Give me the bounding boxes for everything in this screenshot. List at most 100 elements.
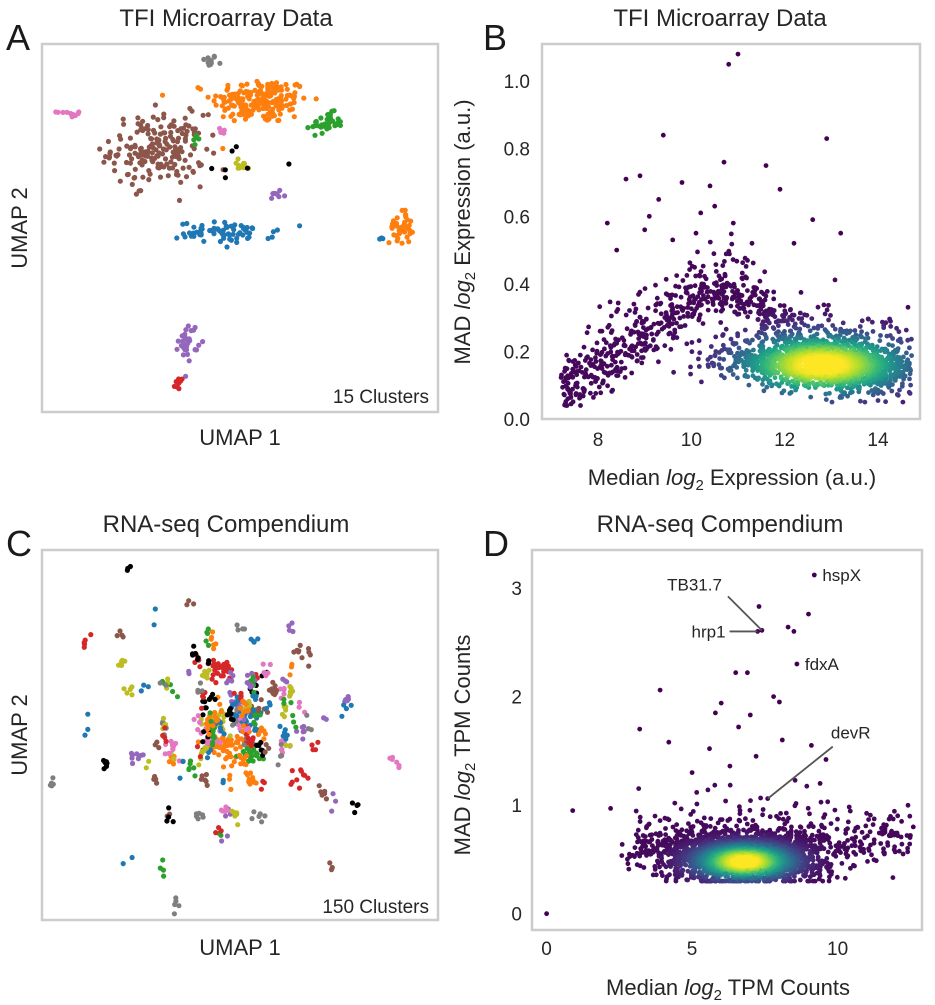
- density-point: [752, 292, 758, 298]
- umap-point: [145, 684, 151, 690]
- umap-point: [157, 163, 163, 169]
- umap-point: [105, 138, 111, 145]
- density-point: [681, 314, 687, 319]
- density-point: [608, 349, 614, 355]
- umap-point: [217, 701, 223, 707]
- umap-point: [199, 705, 205, 711]
- umap-point: [258, 786, 264, 792]
- density-point: [831, 852, 836, 857]
- umap-point: [295, 649, 301, 655]
- umap-point: [310, 124, 316, 130]
- density-point: [808, 394, 814, 400]
- density-point: [671, 316, 677, 322]
- umap-point: [408, 218, 414, 224]
- umap-point: [221, 743, 228, 749]
- density-point: [654, 331, 660, 337]
- density-point: [878, 333, 883, 338]
- umap-point: [241, 626, 248, 632]
- umap-point: [318, 123, 324, 129]
- density-point: [723, 326, 729, 332]
- umap-point: [213, 680, 219, 686]
- umap-point: [269, 99, 275, 106]
- umap-point: [183, 174, 190, 180]
- density-point: [883, 399, 888, 405]
- umap-point: [152, 606, 158, 612]
- umap-point: [192, 773, 198, 779]
- umap-point: [121, 686, 127, 692]
- umap-point: [203, 745, 210, 751]
- density-point: [603, 340, 609, 346]
- density-point: [636, 786, 642, 791]
- umap-point: [145, 122, 151, 129]
- density-point: [648, 325, 654, 331]
- density-point: [909, 353, 914, 358]
- umap-point: [186, 766, 192, 773]
- density-point: [762, 374, 768, 380]
- umap-point: [128, 144, 135, 150]
- umap-point: [191, 643, 197, 649]
- umap-point: [174, 346, 180, 352]
- density-point: [906, 389, 912, 395]
- density-point: [572, 358, 578, 363]
- umap-point: [257, 712, 263, 718]
- umap-point: [198, 162, 204, 168]
- umap-point: [279, 711, 285, 717]
- umap-point: [319, 130, 325, 136]
- umap-point: [175, 172, 181, 178]
- umap-point: [300, 729, 306, 735]
- umap-point: [284, 92, 290, 99]
- umap-point: [129, 854, 135, 861]
- umap-point: [183, 327, 189, 333]
- density-point: [774, 381, 779, 387]
- umap-point: [129, 760, 136, 767]
- density-point: [659, 326, 665, 332]
- density-point: [739, 270, 745, 276]
- density-point: [701, 815, 707, 821]
- umap-point: [155, 117, 161, 123]
- density-point: [760, 807, 766, 812]
- umap-point: [232, 701, 238, 707]
- density-point: [737, 811, 743, 817]
- density-point: [637, 819, 643, 824]
- density-point: [865, 859, 870, 864]
- umap-point: [131, 175, 137, 181]
- umap-point: [263, 673, 269, 679]
- density-point: [602, 346, 607, 352]
- density-point: [680, 308, 685, 313]
- density-point: [588, 390, 593, 396]
- umap-point: [167, 144, 173, 150]
- density-point: [700, 321, 706, 326]
- umap-point: [216, 665, 222, 671]
- umap-point: [262, 813, 268, 819]
- umap-point: [250, 775, 256, 781]
- density-point: [838, 850, 843, 855]
- umap-point: [403, 212, 409, 218]
- umap-point: [186, 164, 192, 170]
- density-point: [732, 291, 738, 297]
- outlier-point: [614, 247, 620, 253]
- outlier-point: [735, 51, 741, 57]
- umap-point: [292, 82, 298, 88]
- umap-point: [205, 112, 211, 118]
- umap-point: [296, 699, 303, 706]
- umap-point: [245, 89, 251, 95]
- umap-point: [251, 98, 257, 105]
- outlier-point: [656, 197, 662, 202]
- outlier-point: [810, 217, 816, 223]
- density-point: [745, 288, 750, 293]
- umap-point: [180, 758, 186, 765]
- density-point: [844, 854, 850, 860]
- density-point: [629, 370, 635, 376]
- umap-point: [178, 179, 184, 185]
- umap-point: [260, 661, 266, 667]
- density-point: [743, 367, 749, 373]
- umap-point: [184, 128, 190, 134]
- density-point: [740, 260, 746, 266]
- density-point: [647, 343, 653, 349]
- density-point: [684, 290, 690, 296]
- panel-letter-d: D: [483, 523, 509, 564]
- umap-point: [60, 109, 66, 115]
- umap-point: [277, 187, 283, 193]
- umap-point: [324, 126, 330, 132]
- umap-point: [206, 731, 212, 738]
